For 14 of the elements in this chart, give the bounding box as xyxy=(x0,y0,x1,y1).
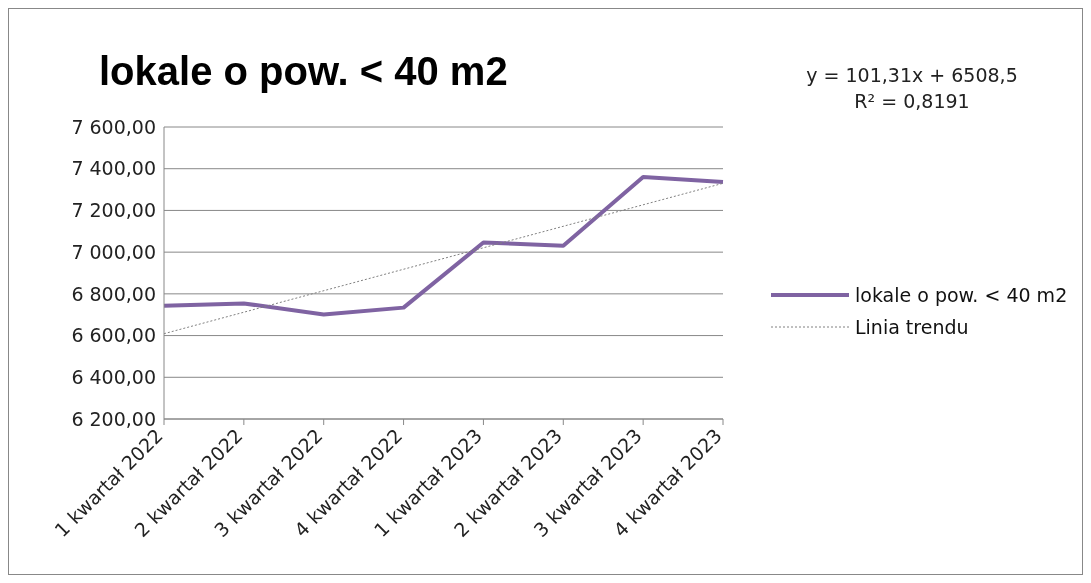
y-tick-label: 7 000,00 xyxy=(71,240,156,263)
text: R² = 0,8191 xyxy=(853,90,971,112)
y-tick-label: 6 600,00 xyxy=(71,324,156,347)
y-tick-label: 6 400,00 xyxy=(71,366,156,389)
y-tick-label: 6 200,00 xyxy=(71,407,156,430)
text: y = 101,31x + 6508,5 xyxy=(805,64,1019,86)
y-tick-label: 6 800,00 xyxy=(71,282,156,305)
legend-label: Linia trendu xyxy=(855,316,969,338)
y-tick-label: 7 200,00 xyxy=(71,199,156,222)
line-series xyxy=(162,175,725,317)
y-tick-label: 7 600,00 xyxy=(71,115,156,138)
chart-title: lokale o pow. < 40 m2 xyxy=(99,49,508,94)
y-tick-label: 7 400,00 xyxy=(71,157,156,180)
legend-label: lokale o pow. < 40 m2 xyxy=(855,284,1068,306)
